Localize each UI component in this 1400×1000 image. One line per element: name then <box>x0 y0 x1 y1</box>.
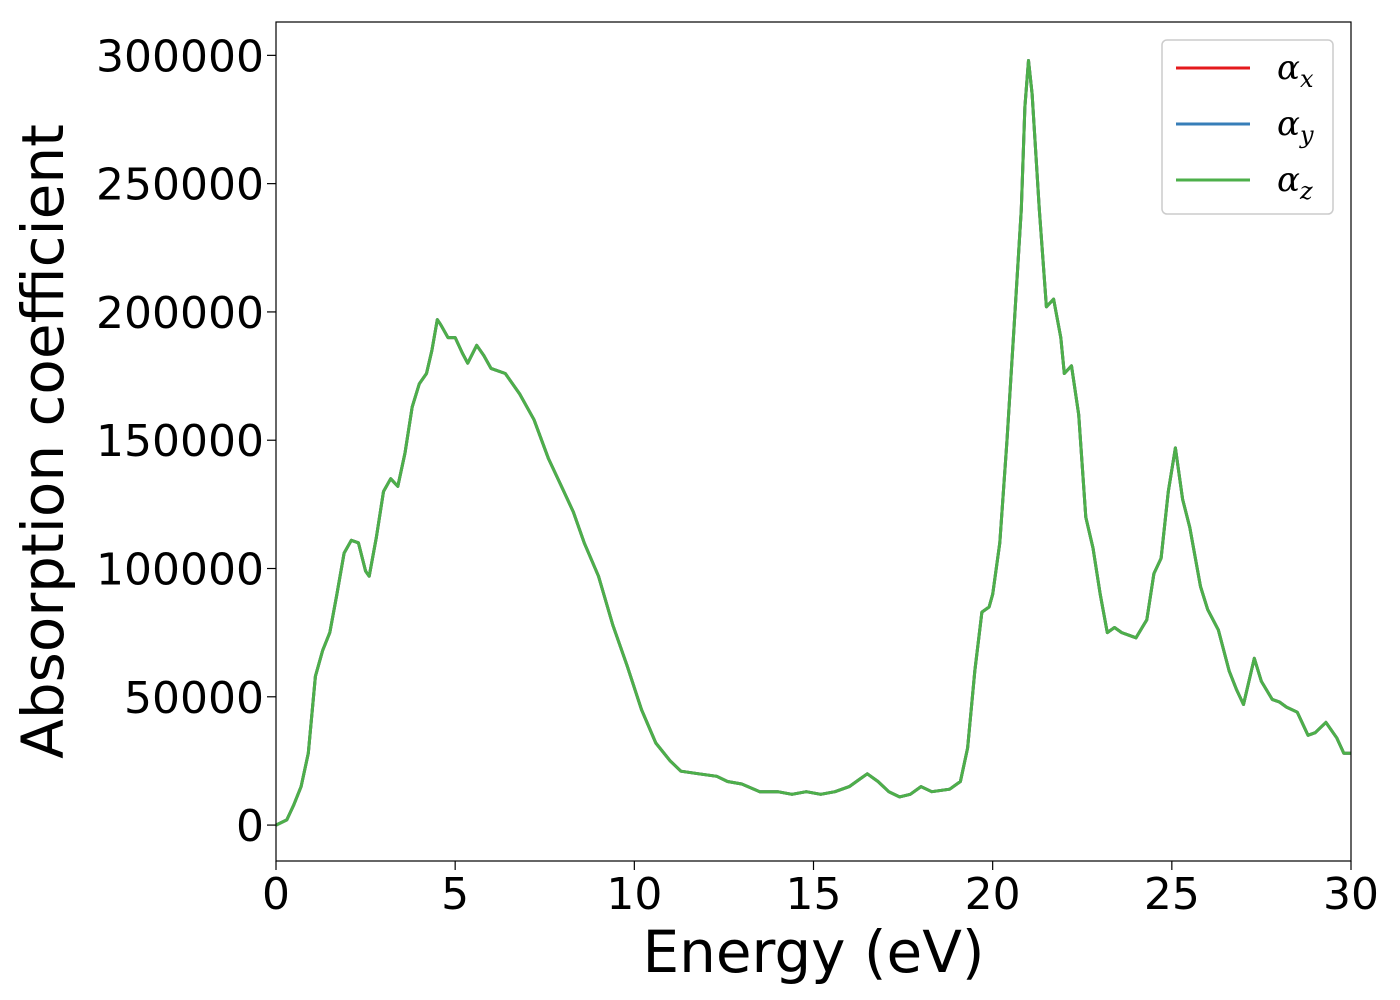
x-tick-label: 25 <box>1144 869 1200 920</box>
y-axis-title: Absorption coefficient <box>9 124 77 759</box>
axis-ticks: 0 5 10 15 20 25 30 0 50000 100000 150000 200000 2500… <box>96 31 1379 920</box>
x-tick-label: 5 <box>441 869 469 920</box>
x-tick-label: 10 <box>606 869 662 920</box>
legend-box <box>1161 39 1334 215</box>
legend-item-alpha-z: αz <box>1176 160 1313 205</box>
y-tick-label: 150000 <box>96 416 264 467</box>
x-tick-label: 15 <box>786 869 842 920</box>
x-tick-label: 30 <box>1323 869 1379 920</box>
x-axis-title: Energy (eV) <box>642 918 984 986</box>
legend-label: αx <box>1277 48 1314 93</box>
legend-items: αx αy αz <box>1176 48 1314 205</box>
series-lines <box>275 59 1351 827</box>
y-tick-label: 300000 <box>96 31 264 82</box>
legend-item-alpha-x: αx <box>1176 48 1314 93</box>
y-tick-label: 0 <box>236 801 264 852</box>
legend-item-alpha-y: αy <box>1176 104 1314 149</box>
y-tick-label: 50000 <box>124 673 264 724</box>
x-tick-label: 0 <box>262 869 290 920</box>
y-tick-label: 200000 <box>96 288 264 339</box>
y-tick-label: 100000 <box>96 545 264 596</box>
legend-label: αy <box>1277 104 1314 149</box>
legend: αx αy αz <box>1161 39 1334 215</box>
y-tick-label: 250000 <box>96 160 264 211</box>
legend-label: αz <box>1277 160 1313 205</box>
series-line-alpha-z <box>275 59 1351 827</box>
x-tick-label: 20 <box>965 869 1021 920</box>
